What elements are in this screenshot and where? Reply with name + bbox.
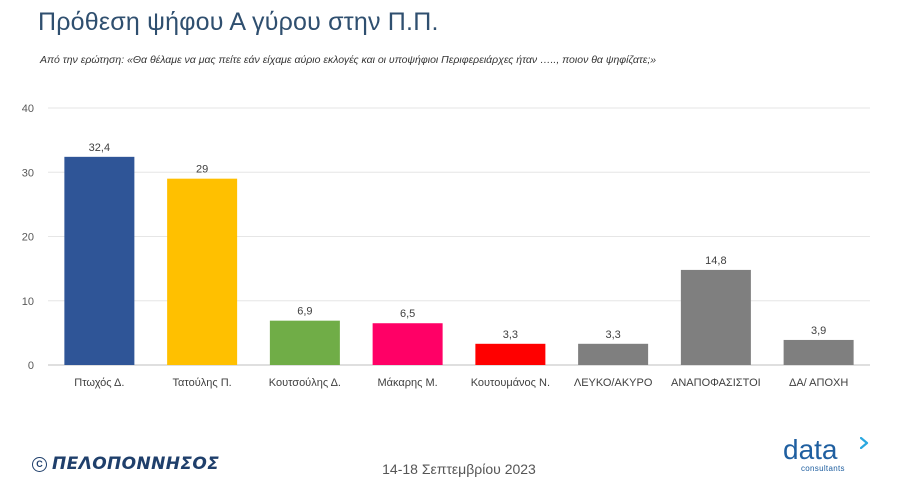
data-label: 6,9	[297, 306, 312, 318]
category-label: Τατούλης Π.	[173, 377, 232, 389]
arrow-icon	[860, 437, 869, 449]
data-label: 29	[196, 164, 208, 176]
chart-subtitle: Από την ερώτηση: «Θα θέλαμε να μας πείτε…	[40, 54, 657, 66]
chart-title: Πρόθεση ψήφου Α γύρου στην Π.Π.	[38, 8, 439, 36]
publication-logo: C ΠΕΛΟΠΟΝΝΗΣΟΣ	[32, 454, 219, 474]
bar	[269, 320, 340, 365]
data-label: 6,5	[400, 308, 415, 320]
bar	[680, 269, 751, 365]
data-label: 3,9	[811, 325, 826, 337]
y-tick-label: 30	[22, 167, 34, 179]
category-label: ΛΕΥΚΟ/ΑΚΥΡΟ	[574, 377, 653, 389]
category-label: Κουτουμάνος Ν.	[471, 377, 550, 389]
y-tick-label: 0	[28, 360, 34, 372]
y-tick-label: 10	[22, 296, 34, 308]
category-label: Κουτσούλης Δ.	[269, 377, 341, 389]
bar	[372, 323, 443, 365]
bar	[475, 343, 546, 365]
copyright-icon: C	[32, 456, 47, 472]
brand-name: data	[783, 434, 838, 465]
survey-date: 14-18 Σεπτεμβρίου 2023	[382, 461, 536, 477]
bar	[578, 343, 649, 365]
data-label: 32,4	[89, 142, 110, 154]
y-tick-label: 40	[22, 103, 34, 115]
bar	[783, 339, 854, 365]
brand-logo: data consultants	[783, 434, 869, 473]
data-label: 3,3	[605, 329, 620, 341]
category-label: Μάκαρης Μ.	[378, 377, 438, 389]
bar	[64, 156, 135, 365]
bar-chart: 0 10 20 30 40 32,4 Πτωχός Δ. 29 Τατούλης Π. 6,9 Κο…	[22, 103, 870, 389]
category-label: ΑΝΑΠΟΦΑΣΙΣΤΟΙ	[671, 377, 761, 389]
data-label: 14,8	[705, 255, 726, 267]
bar	[167, 178, 238, 365]
y-tick-label: 20	[22, 232, 34, 244]
publication-name: ΠΕΛΟΠΟΝΝΗΣΟΣ	[52, 454, 220, 474]
category-label: ΔΑ/ ΑΠΟΧΗ	[789, 377, 848, 389]
data-label: 3,3	[503, 329, 518, 341]
category-label: Πτωχός Δ.	[74, 377, 124, 389]
brand-subtitle: consultants	[801, 464, 845, 473]
